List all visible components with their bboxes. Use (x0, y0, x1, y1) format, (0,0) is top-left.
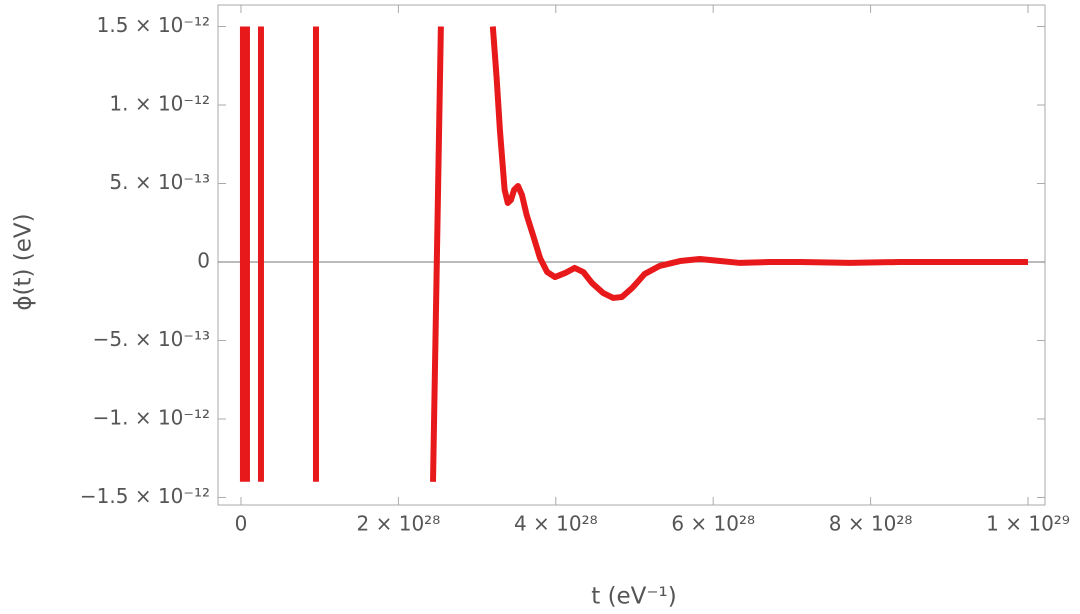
y-tick-label: 5. × 10⁻¹³ (109, 170, 210, 194)
y-tick-label: −5. × 10⁻¹³ (93, 327, 210, 351)
y-tick-label: 0 (197, 248, 210, 272)
x-axis-label: t (eV⁻¹) (591, 584, 677, 610)
x-tick-label: 8 × 10²⁸ (829, 512, 913, 536)
plot-frame (217, 4, 1046, 506)
y-tick-label: −1.5 × 10⁻¹² (80, 484, 210, 508)
y-tick-label: −1. × 10⁻¹² (93, 405, 210, 429)
x-tick-label: 1 × 10²⁹ (986, 512, 1070, 536)
x-tick-label: 4 × 10²⁸ (514, 512, 598, 536)
y-tick-label: 1. × 10⁻¹² (109, 92, 210, 116)
data-line (239, 26, 1028, 482)
x-tick-label: 6 × 10²⁸ (671, 512, 755, 536)
y-tick-label: 1.5 × 10⁻¹² (97, 13, 210, 37)
x-tick-label: 0 (235, 512, 248, 536)
y-axis-label: ϕ(t) (eV) (11, 213, 37, 310)
x-tick-label: 2 × 10²⁸ (357, 512, 441, 536)
